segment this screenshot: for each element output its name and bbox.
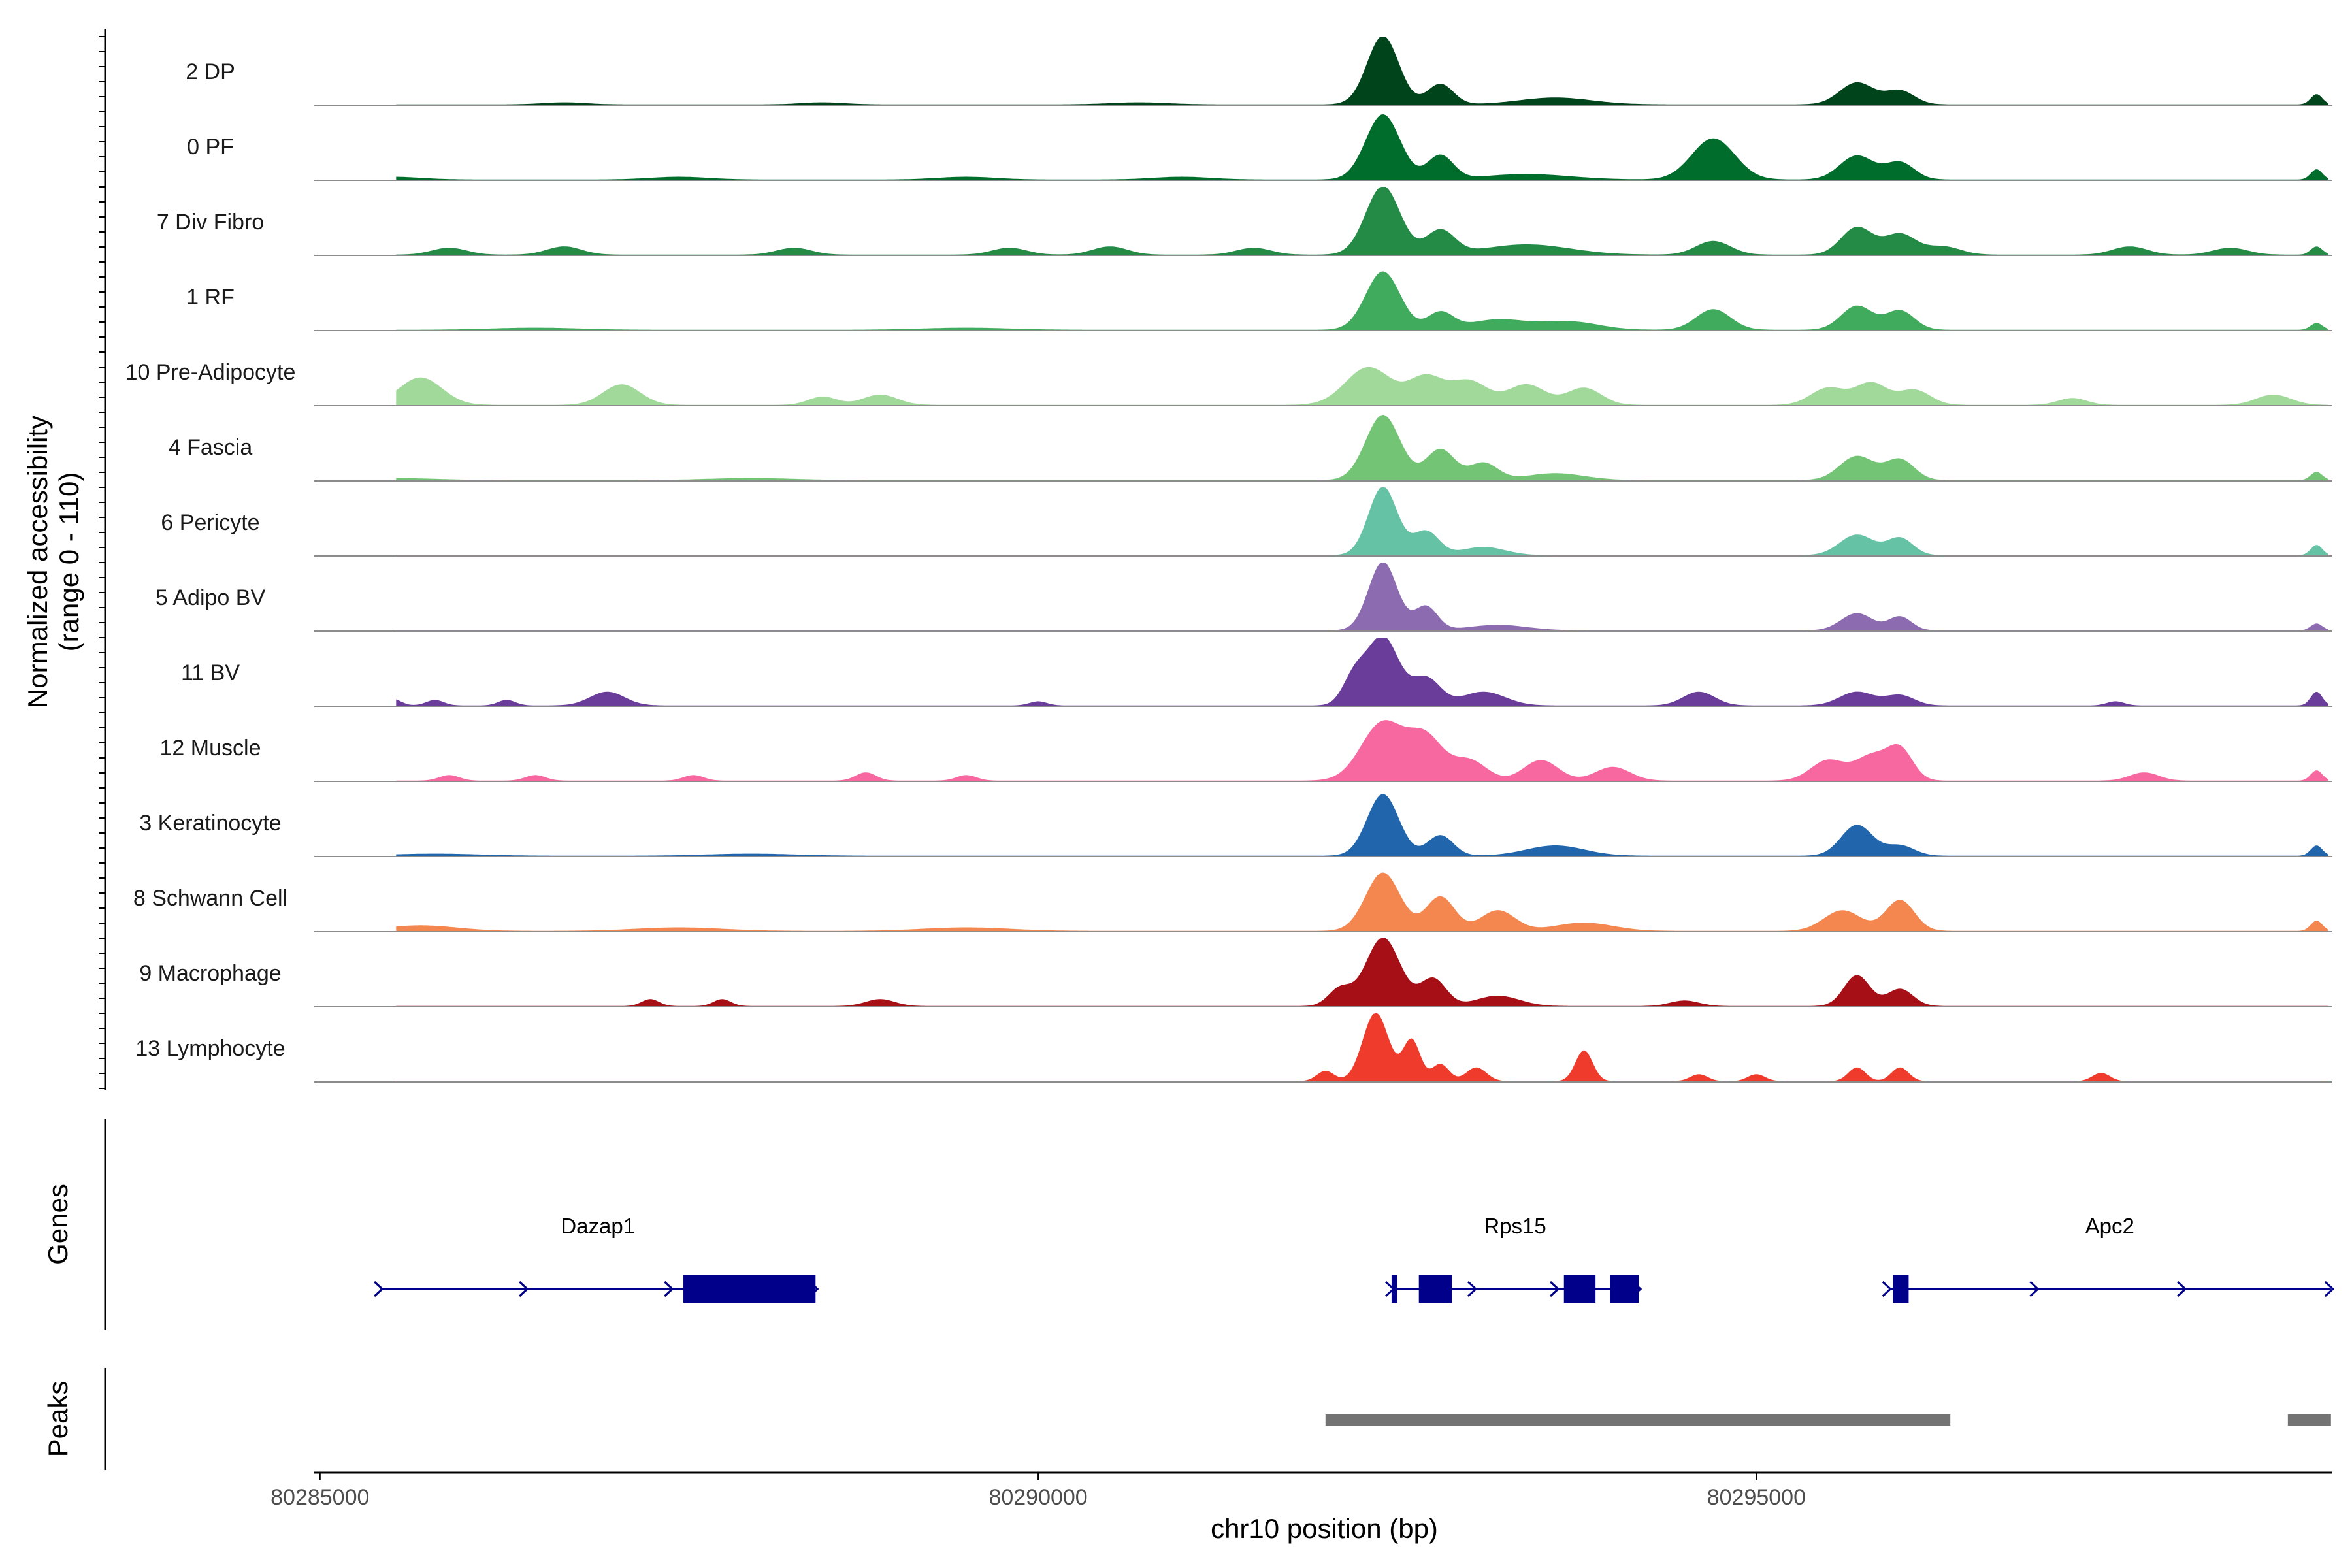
strand-arrow bbox=[1882, 1281, 1892, 1298]
gene-exon bbox=[1610, 1275, 1639, 1303]
track-label: 0 PF bbox=[187, 135, 234, 159]
track-coverage-area bbox=[396, 487, 2328, 556]
track: 0 PF bbox=[187, 114, 2332, 181]
y-axis-title-line2: (range 0 - 110) bbox=[54, 472, 84, 652]
track-label: 9 Macrophage bbox=[139, 961, 281, 986]
track-label: 7 Div Fibro bbox=[157, 210, 264, 235]
track: 3 Keratinocyte bbox=[139, 794, 2332, 857]
track: 4 Fascia bbox=[169, 415, 2332, 482]
peak-region bbox=[2287, 1414, 2331, 1426]
gene-exon bbox=[1391, 1275, 1397, 1303]
gene-exon bbox=[1563, 1275, 1596, 1303]
gene-exon bbox=[683, 1275, 816, 1303]
peaks-panel-label: Peaks bbox=[42, 1381, 73, 1458]
strand-arrow bbox=[374, 1281, 384, 1298]
strand-arrow bbox=[664, 1281, 674, 1298]
track: 12 Muscle bbox=[160, 720, 2332, 782]
gene-model: Dazap1 bbox=[374, 1214, 819, 1303]
x-tick-label: 80285000 bbox=[270, 1485, 369, 1510]
track-label: 2 DP bbox=[186, 59, 235, 84]
track-label: 3 Keratinocyte bbox=[139, 811, 281, 836]
gene-label: Rps15 bbox=[1484, 1214, 1546, 1238]
track-coverage-area bbox=[396, 415, 2328, 481]
gene-model: Rps15 bbox=[1384, 1214, 1642, 1303]
track-coverage-area bbox=[396, 1013, 2328, 1082]
track-label: 5 Adipo BV bbox=[155, 585, 266, 610]
gene-label: Dazap1 bbox=[561, 1214, 635, 1238]
strand-arrow bbox=[2177, 1281, 2187, 1298]
track: 8 Schwann Cell bbox=[133, 872, 2332, 932]
gene-label: Apc2 bbox=[2085, 1214, 2134, 1238]
genes-panel-label: Genes bbox=[42, 1184, 73, 1265]
track-label: 4 Fascia bbox=[169, 435, 253, 460]
track: 10 Pre-Adipocyte bbox=[125, 360, 2332, 406]
track: 11 BV bbox=[181, 638, 2332, 707]
track-coverage-area bbox=[396, 938, 2328, 1007]
track-coverage-area bbox=[396, 720, 2328, 781]
track-label: 1 RF bbox=[186, 285, 235, 310]
peak-region bbox=[1325, 1414, 1951, 1426]
track: 6 Pericyte bbox=[161, 487, 2332, 557]
track: 2 DP bbox=[186, 37, 2332, 106]
track-coverage-area bbox=[396, 638, 2328, 706]
strand-arrow bbox=[1550, 1281, 1560, 1298]
track-label: 6 Pericyte bbox=[161, 510, 259, 535]
strand-arrow bbox=[519, 1281, 529, 1298]
strand-arrow bbox=[2324, 1281, 2335, 1298]
track-label: 8 Schwann Cell bbox=[133, 886, 287, 911]
x-tick-label: 80295000 bbox=[1707, 1485, 1806, 1510]
track-label: 11 BV bbox=[181, 661, 240, 685]
x-tick-label: 80290000 bbox=[988, 1485, 1087, 1510]
gene-annotation-panel: Dazap1 Rps15 Apc2 bbox=[374, 1214, 2335, 1303]
track-coverage-area bbox=[396, 367, 2328, 406]
track-label: 13 Lymphocyte bbox=[135, 1036, 285, 1061]
track-coverage-area bbox=[396, 872, 2328, 932]
strand-arrow bbox=[1467, 1281, 1478, 1298]
strand-arrow bbox=[2029, 1281, 2040, 1298]
peaks-panel bbox=[1325, 1414, 2331, 1426]
track-coverage-area bbox=[396, 37, 2328, 105]
track: 7 Div Fibro bbox=[157, 187, 2332, 256]
gene-model: Apc2 bbox=[1882, 1214, 2335, 1303]
track-coverage-area bbox=[396, 114, 2328, 180]
track-coverage-area bbox=[396, 794, 2328, 857]
track-coverage-area bbox=[396, 271, 2328, 331]
x-axis-title: chr10 position (bp) bbox=[1211, 1513, 1438, 1544]
coverage-y-axis bbox=[99, 29, 106, 1090]
track-coverage-area bbox=[396, 563, 2328, 631]
y-axis-title-line1: Normalized accessibility bbox=[22, 416, 53, 708]
gene-exon bbox=[1418, 1275, 1452, 1303]
track: 13 Lymphocyte bbox=[135, 1013, 2332, 1083]
track-coverage-area bbox=[396, 187, 2328, 255]
track-label: 10 Pre-Adipocyte bbox=[125, 360, 296, 385]
track: 1 RF bbox=[186, 271, 2332, 331]
track-label: 12 Muscle bbox=[160, 736, 261, 760]
track: 9 Macrophage bbox=[139, 938, 2332, 1007]
x-axis: 80285000 80290000 80295000 bbox=[270, 1471, 2332, 1510]
accessibility-tracks: 2 DP 0 PF 7 Div Fibro 1 RF 10 Pre-Adipocyte 4… bbox=[125, 37, 2332, 1083]
gene-exon bbox=[1893, 1275, 1909, 1303]
track: 5 Adipo BV bbox=[155, 563, 2332, 632]
